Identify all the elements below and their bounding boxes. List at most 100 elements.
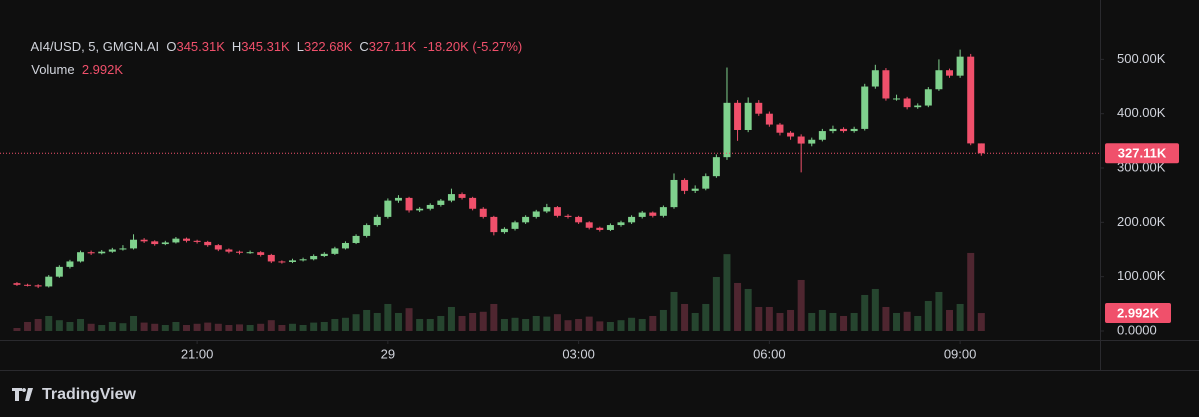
candle-body bbox=[24, 284, 32, 286]
volume-bar bbox=[712, 276, 720, 331]
volume-bar bbox=[956, 303, 964, 331]
candle-body bbox=[490, 216, 498, 233]
volume-bar bbox=[532, 315, 540, 331]
brand-name: TradingView bbox=[42, 386, 137, 403]
volume-title: Volume bbox=[31, 62, 75, 77]
volume-bar bbox=[829, 312, 837, 331]
volume-bar bbox=[606, 321, 614, 331]
candle-body bbox=[850, 128, 858, 132]
volume-bar bbox=[257, 323, 265, 331]
volume-bar bbox=[55, 320, 63, 331]
volume-bar bbox=[416, 318, 424, 331]
volume-bar bbox=[236, 324, 243, 331]
volume-bar bbox=[66, 321, 74, 331]
volume-bar bbox=[755, 306, 763, 331]
candle-body bbox=[278, 261, 286, 263]
last-price-label: 327.11K bbox=[1118, 146, 1167, 161]
volume-series bbox=[13, 252, 985, 331]
volume-bar bbox=[310, 322, 318, 331]
volume-bar bbox=[840, 315, 848, 331]
candle-body bbox=[416, 208, 424, 211]
candle-body bbox=[140, 239, 148, 242]
volume-bar bbox=[405, 308, 413, 331]
symbol: AI4/USD, 5, GMGN.AI bbox=[30, 39, 160, 54]
volume-bar bbox=[363, 309, 371, 331]
volume-bar bbox=[638, 318, 646, 331]
volume-bar bbox=[161, 324, 169, 331]
candle-body bbox=[204, 241, 212, 246]
candle-body bbox=[426, 204, 434, 209]
candle-body bbox=[564, 215, 572, 217]
volume-bar bbox=[87, 323, 95, 331]
volume-bar bbox=[352, 314, 360, 331]
volume-bar bbox=[575, 318, 583, 331]
candle-body bbox=[797, 136, 805, 144]
candle-body bbox=[914, 105, 922, 108]
candle-body bbox=[691, 188, 699, 191]
candle-body bbox=[840, 128, 848, 132]
candle-body bbox=[320, 253, 328, 257]
candle-body bbox=[522, 216, 530, 223]
y-tick-label: 400.00K bbox=[1117, 105, 1166, 120]
candle-body bbox=[946, 70, 954, 76]
volume-bar bbox=[744, 288, 752, 331]
candle-body bbox=[734, 102, 742, 130]
volume-bar bbox=[882, 306, 890, 331]
x-tick-label: 09:00 bbox=[944, 346, 977, 361]
change: -18.20K (-5.27%) bbox=[423, 39, 523, 54]
candle-body bbox=[659, 207, 667, 216]
volume-bar bbox=[522, 318, 530, 331]
volume-bar bbox=[734, 282, 742, 331]
volume-bar bbox=[394, 312, 402, 331]
volume-bar bbox=[850, 312, 858, 331]
candle-body bbox=[193, 240, 201, 242]
volume-bar bbox=[681, 303, 689, 331]
volume-bar bbox=[458, 315, 466, 331]
y-tick-label: 0.0000 bbox=[1117, 322, 1157, 337]
volume-bar bbox=[977, 313, 985, 331]
candle-body bbox=[596, 227, 604, 230]
candle-body bbox=[755, 102, 763, 114]
volume-bar bbox=[797, 279, 805, 331]
volume-bar bbox=[553, 314, 561, 331]
brand-logo bbox=[12, 388, 33, 401]
y-tick-label: 200.00K bbox=[1117, 214, 1166, 229]
candle-body bbox=[394, 197, 402, 201]
candle-body bbox=[808, 139, 816, 144]
candle-body bbox=[447, 194, 455, 201]
volume-bar bbox=[967, 252, 975, 331]
ohlc-letter: H bbox=[231, 39, 242, 54]
volume-bar bbox=[278, 324, 286, 331]
volume-bar bbox=[437, 315, 445, 331]
x-tick-label: 21:00 bbox=[181, 346, 214, 361]
candle-body bbox=[670, 179, 678, 208]
candle-body bbox=[405, 197, 413, 211]
volume-bar bbox=[320, 321, 328, 331]
candle-body bbox=[87, 252, 95, 254]
volume-bar bbox=[914, 315, 922, 331]
candle-body bbox=[288, 260, 296, 262]
candle-body bbox=[257, 252, 265, 255]
volume-value: 2.992K bbox=[81, 62, 124, 77]
candle-body bbox=[341, 242, 349, 249]
volume-bar bbox=[511, 317, 519, 331]
volume-bar bbox=[341, 317, 349, 331]
volume-bar bbox=[299, 324, 307, 331]
candle-body bbox=[310, 256, 318, 260]
ohlc-value: 322.68K bbox=[303, 39, 353, 54]
candle-body bbox=[903, 98, 911, 108]
candle-body bbox=[363, 225, 371, 236]
candle-body bbox=[532, 211, 540, 217]
candle-body bbox=[967, 56, 975, 144]
ohlc-value: 327.11K bbox=[368, 39, 417, 54]
volume-bar bbox=[596, 321, 604, 331]
legend-row: AI4/USD, 5, GMGN.AI O345.31K H345.31K L322… bbox=[24, 24, 523, 54]
volume-bar bbox=[871, 288, 879, 331]
candle-body bbox=[776, 124, 784, 133]
candle-body bbox=[829, 128, 837, 132]
candle-body bbox=[575, 216, 583, 223]
volume-bar bbox=[617, 320, 625, 331]
candle-body bbox=[712, 157, 720, 177]
ohlc-letter: O bbox=[166, 39, 177, 54]
